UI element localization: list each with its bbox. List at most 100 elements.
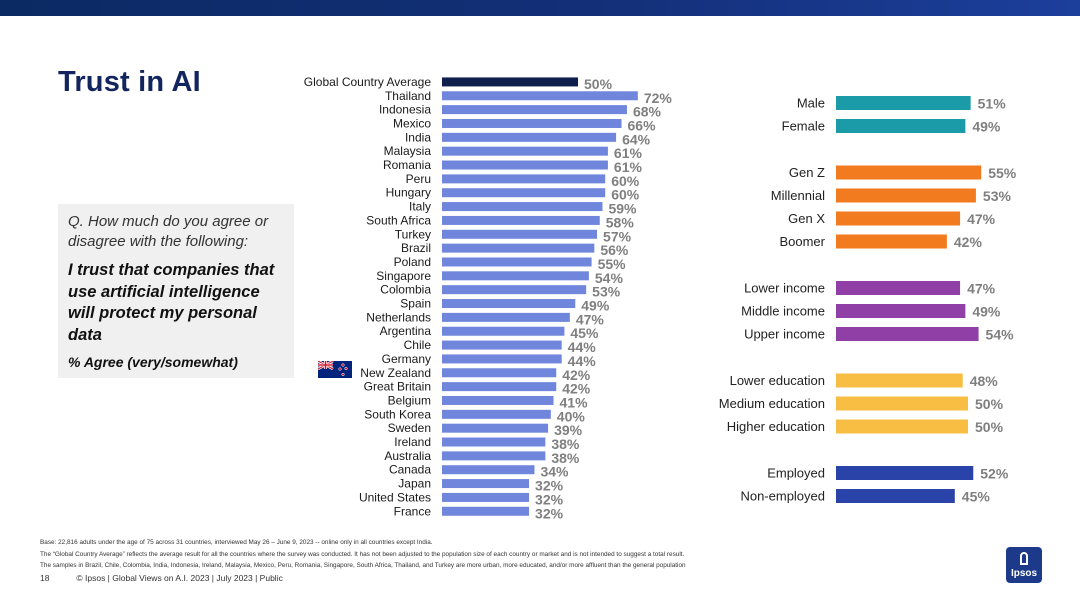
- country-value-brazil: 56%: [600, 242, 629, 258]
- country-bar-belgium: [442, 395, 554, 405]
- country-value-thailand: 72%: [644, 90, 673, 106]
- demo-value-upper-income: 54%: [986, 327, 1015, 343]
- demo-label-gen-x: Gen X: [788, 211, 825, 226]
- country-bar-sweden: [442, 423, 549, 433]
- country-value-france: 32%: [535, 505, 564, 521]
- demo-value-employed: 52%: [980, 466, 1009, 482]
- country-value-malaysia: 61%: [614, 145, 643, 161]
- demo-bar-middle-income: [836, 304, 966, 318]
- country-label-india: India: [405, 130, 431, 144]
- country-label-south-korea: South Korea: [364, 407, 431, 421]
- demo-label-lower-income: Lower income: [744, 281, 825, 296]
- ipsos-logo: Ipsos: [1006, 547, 1042, 583]
- country-label-thailand: Thailand: [385, 89, 431, 103]
- country-value-colombia: 53%: [592, 284, 621, 300]
- country-label-mexico: Mexico: [393, 116, 431, 130]
- country-label-chile: Chile: [404, 338, 432, 352]
- demo-value-female: 49%: [972, 119, 1001, 135]
- country-value-indonesia: 68%: [633, 104, 662, 120]
- demo-value-male: 51%: [978, 96, 1007, 112]
- demo-value-gen-x: 47%: [967, 211, 996, 227]
- country-value-great-britain: 42%: [562, 381, 591, 397]
- demo-bar-gen-x: [836, 211, 961, 226]
- demo-label-lower-education: Lower education: [730, 373, 825, 388]
- new-zealand-flag-icon: [318, 361, 352, 378]
- demo-bar-gen-z: [836, 165, 982, 180]
- demo-value-middle-income: 49%: [972, 304, 1001, 320]
- country-label-canada: Canada: [389, 463, 431, 477]
- country-value-ireland: 38%: [551, 436, 580, 452]
- question-statement: I trust that companies that use artifici…: [68, 261, 275, 344]
- country-bar-colombia: [442, 285, 587, 295]
- page-title: Trust in AI: [58, 66, 201, 98]
- demo-value-boomer: 42%: [954, 234, 983, 250]
- country-bar-south-africa: [442, 215, 600, 225]
- country-bar-netherlands: [442, 312, 570, 322]
- footnote-base: Base: 22,816 adults under the age of 75 …: [40, 539, 433, 546]
- demo-value-millennial: 53%: [983, 188, 1012, 204]
- page-number: 18: [40, 573, 50, 583]
- demo-value-higher-education: 50%: [975, 419, 1004, 435]
- country-label-germany: Germany: [382, 352, 431, 366]
- country-bar-france: [442, 506, 530, 516]
- country-label-brazil: Brazil: [401, 241, 431, 255]
- country-label-colombia: Colombia: [380, 283, 431, 297]
- country-bar-thailand: [442, 91, 638, 101]
- country-bar-ireland: [442, 437, 546, 447]
- country-label-spain: Spain: [400, 297, 431, 311]
- country-value-peru: 60%: [611, 173, 640, 189]
- demo-bar-non-employed: [836, 489, 955, 503]
- country-value-singapore: 54%: [595, 270, 624, 286]
- country-value-germany: 44%: [568, 353, 597, 369]
- country-bar-global-country-average: [442, 77, 578, 87]
- country-label-new-zealand: New Zealand: [360, 366, 431, 380]
- demo-value-lower-education: 48%: [970, 373, 999, 389]
- country-bar-brazil: [442, 243, 595, 253]
- demo-bar-male: [836, 96, 971, 110]
- country-label-peru: Peru: [406, 172, 431, 186]
- country-label-turkey: Turkey: [395, 227, 431, 241]
- country-bar-hungary: [442, 188, 606, 198]
- country-bar-peru: [442, 174, 606, 184]
- country-label-united-states: United States: [359, 490, 431, 504]
- country-bar-united-states: [442, 492, 530, 502]
- country-bar-south-korea: [442, 409, 551, 419]
- demo-label-non-employed: Non-employed: [740, 489, 825, 504]
- country-value-romania: 61%: [614, 159, 643, 175]
- country-label-singapore: Singapore: [376, 269, 431, 283]
- country-bar-argentina: [442, 326, 565, 336]
- demo-bar-upper-income: [836, 327, 979, 341]
- country-value-spain: 49%: [581, 298, 610, 314]
- ipsos-logo-mark-icon: [1020, 552, 1028, 565]
- demo-bar-millennial: [836, 188, 976, 203]
- country-label-italy: Italy: [409, 200, 431, 214]
- country-label-argentina: Argentina: [380, 324, 432, 338]
- country-bar-malaysia: [442, 146, 608, 156]
- country-label-malaysia: Malaysia: [384, 144, 432, 158]
- country-label-netherlands: Netherlands: [366, 310, 431, 324]
- demo-bar-lower-income: [836, 281, 961, 295]
- demo-label-upper-income: Upper income: [744, 327, 825, 342]
- demo-label-employed: Employed: [767, 466, 825, 481]
- country-label-romania: Romania: [383, 158, 431, 172]
- country-label-belgium: Belgium: [388, 393, 431, 407]
- demo-label-male: Male: [797, 96, 825, 111]
- country-bar-chart: Global Country Average 50% Thailand 72% Indo…: [304, 75, 673, 521]
- country-bar-poland: [442, 257, 592, 267]
- country-value-japan: 32%: [535, 478, 564, 494]
- country-value-sweden: 39%: [554, 422, 583, 438]
- country-label-sweden: Sweden: [388, 421, 431, 435]
- country-bar-great-britain: [442, 382, 557, 392]
- demo-label-higher-education: Higher education: [727, 419, 825, 434]
- country-value-south-korea: 40%: [557, 408, 586, 424]
- country-value-india: 64%: [622, 131, 651, 147]
- demo-label-millennial: Millennial: [771, 188, 825, 203]
- country-value-canada: 34%: [540, 464, 569, 480]
- country-value-australia: 38%: [551, 450, 580, 466]
- demo-value-non-employed: 45%: [962, 489, 991, 505]
- demo-bar-higher-education: [836, 419, 968, 434]
- demo-bar-employed: [836, 466, 974, 480]
- country-value-italy: 59%: [608, 201, 637, 217]
- country-value-poland: 55%: [598, 256, 627, 272]
- demo-label-female: Female: [782, 119, 825, 134]
